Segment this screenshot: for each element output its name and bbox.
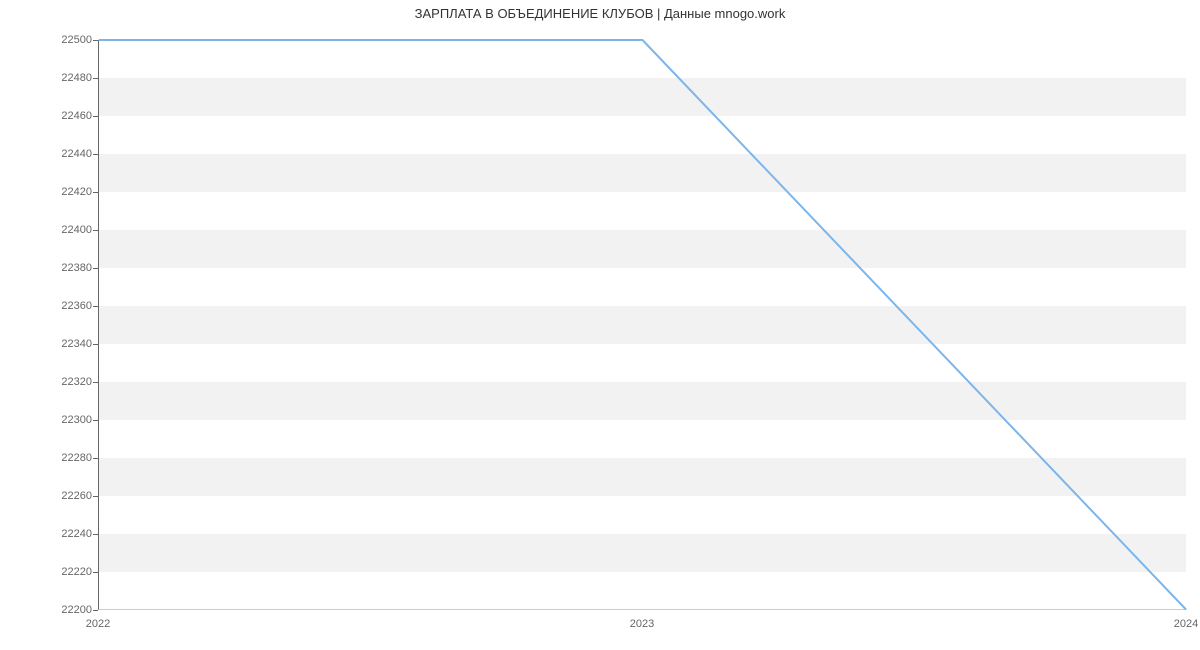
y-tick-mark — [93, 306, 98, 307]
chart-title: ЗАРПЛАТА В ОБЪЕДИНЕНИЕ КЛУБОВ | Данные m… — [0, 6, 1200, 21]
plot-area — [98, 40, 1186, 610]
y-tick-label: 22240 — [12, 528, 92, 540]
y-tick-label: 22260 — [12, 490, 92, 502]
line-layer — [99, 40, 1186, 609]
y-tick-mark — [93, 344, 98, 345]
y-tick-label: 22200 — [12, 604, 92, 616]
y-tick-label: 22320 — [12, 376, 92, 388]
y-tick-label: 22500 — [12, 34, 92, 46]
y-tick-mark — [93, 610, 98, 611]
series-line — [99, 40, 1185, 609]
y-tick-label: 22480 — [12, 72, 92, 84]
x-tick-label: 2023 — [630, 618, 654, 630]
y-tick-mark — [93, 40, 98, 41]
x-tick-label: 2022 — [86, 618, 110, 630]
y-tick-label: 22300 — [12, 414, 92, 426]
y-tick-label: 22460 — [12, 110, 92, 122]
y-tick-mark — [93, 496, 98, 497]
y-tick-mark — [93, 420, 98, 421]
y-tick-mark — [93, 116, 98, 117]
y-tick-mark — [93, 458, 98, 459]
y-tick-mark — [93, 572, 98, 573]
y-tick-label: 22420 — [12, 186, 92, 198]
y-tick-label: 22380 — [12, 262, 92, 274]
y-tick-mark — [93, 382, 98, 383]
y-tick-label: 22340 — [12, 338, 92, 350]
x-tick-label: 2024 — [1174, 618, 1198, 630]
y-tick-mark — [93, 230, 98, 231]
y-tick-mark — [93, 192, 98, 193]
y-tick-mark — [93, 78, 98, 79]
salary-line-chart: ЗАРПЛАТА В ОБЪЕДИНЕНИЕ КЛУБОВ | Данные m… — [0, 0, 1200, 650]
y-tick-label: 22400 — [12, 224, 92, 236]
y-tick-label: 22220 — [12, 566, 92, 578]
y-tick-label: 22280 — [12, 452, 92, 464]
y-tick-mark — [93, 268, 98, 269]
y-tick-mark — [93, 154, 98, 155]
y-tick-mark — [93, 534, 98, 535]
y-tick-label: 22360 — [12, 300, 92, 312]
y-tick-label: 22440 — [12, 148, 92, 160]
